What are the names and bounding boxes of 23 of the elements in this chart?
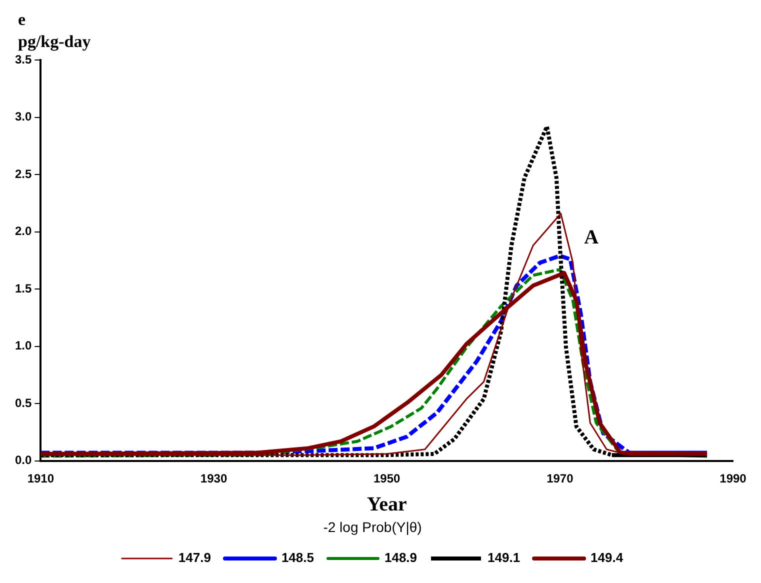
y-tick-label: 0.5: [14, 396, 32, 410]
x-tick-label: 1950: [373, 471, 401, 486]
legend-label: 149.4: [590, 550, 624, 566]
x-tick-label: 1990: [720, 471, 747, 486]
y-tick-label: 1.5: [14, 281, 32, 296]
y-tick-label: 1.0: [14, 338, 32, 353]
y-tick-label: 2.5: [14, 166, 32, 181]
annotation: A: [584, 226, 600, 249]
legend-label: 149.1: [488, 550, 520, 566]
x-tick-label: 1910: [27, 471, 54, 486]
x-axis-title: Year: [366, 493, 407, 516]
legend-label: 147.9: [178, 550, 211, 566]
legend-label: 148.5: [281, 550, 314, 566]
x-tick-label: 1930: [200, 471, 228, 486]
y-tick-label: 3.0: [14, 110, 32, 124]
y-axis-title: pg/kg-day: [18, 32, 92, 51]
y-tick-label: 2.0: [14, 224, 32, 238]
x-tick-label: 1970: [546, 471, 574, 486]
legend-title: -2 log Prob(Y|θ): [323, 519, 422, 536]
chart-title: e: [18, 10, 26, 29]
legend-label: 148.9: [384, 550, 418, 566]
y-tick-label: 0.0: [14, 453, 32, 468]
y-tick-label: 3.5: [14, 52, 32, 66]
